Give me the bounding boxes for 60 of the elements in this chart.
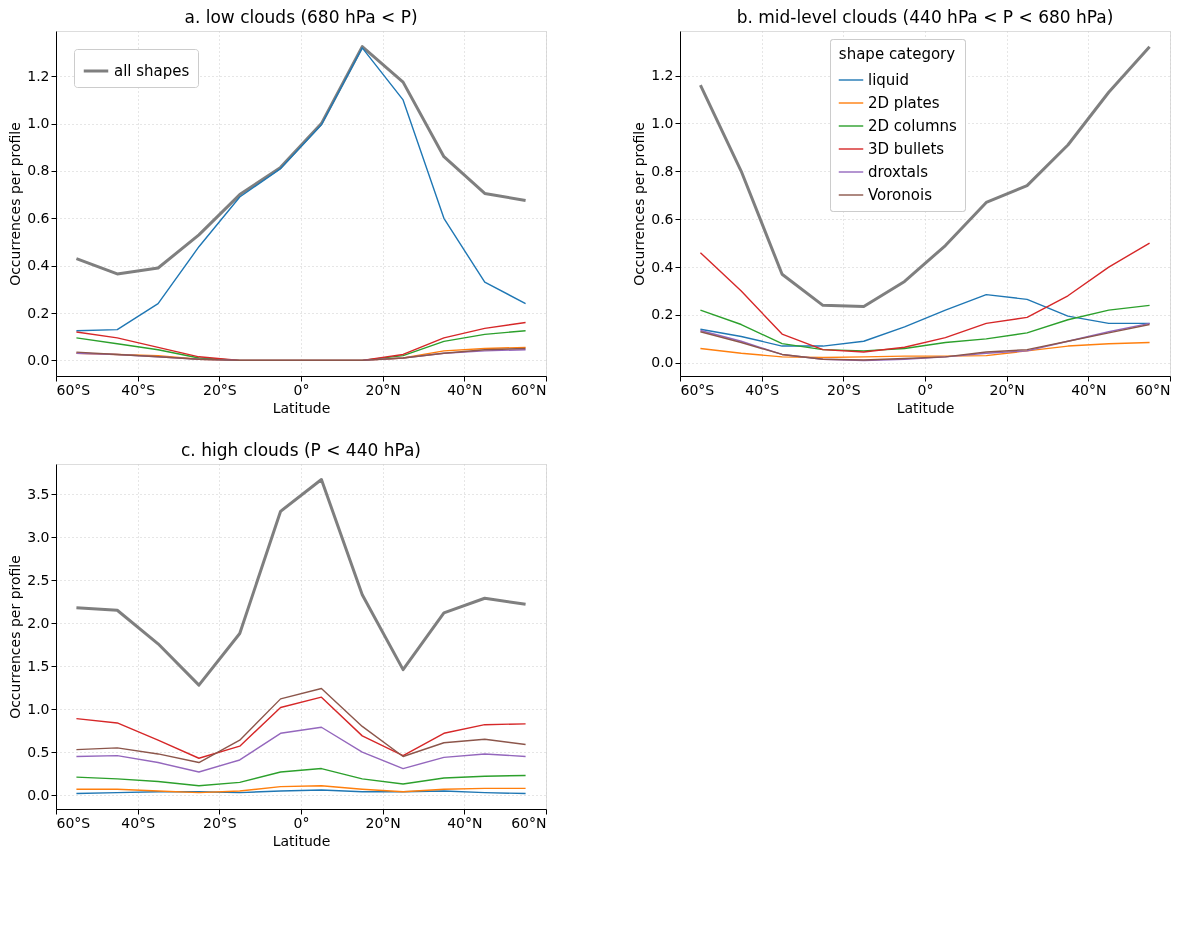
legend-label: droxtals bbox=[868, 163, 929, 181]
legend-label: 2D columns bbox=[868, 117, 958, 135]
x-tick-label: 40°S bbox=[745, 381, 780, 398]
y-tick-label: 3.0 bbox=[27, 528, 50, 545]
y-axis-title: Occurrences per profile bbox=[7, 122, 24, 286]
x-tick-label: 60°N bbox=[1135, 381, 1171, 398]
x-tick-label: 40°N bbox=[447, 381, 483, 398]
x-axis-title: Latitude bbox=[272, 399, 331, 416]
y-tick-label: 1.0 bbox=[27, 115, 50, 132]
y-tick-label: 1.0 bbox=[651, 114, 674, 131]
x-tick-label: 0° bbox=[917, 381, 934, 398]
y-tick-label: 1.5 bbox=[27, 657, 50, 674]
legend-label: all shapes bbox=[114, 62, 190, 80]
x-tick-label: 20°S bbox=[202, 381, 237, 398]
x-axis-title: Latitude bbox=[896, 399, 955, 416]
y-tick-label: 0.6 bbox=[651, 210, 674, 227]
legend-label: liquid bbox=[868, 71, 910, 89]
x-tick-label: 60°S bbox=[56, 381, 91, 398]
y-tick-label: 0.8 bbox=[651, 162, 674, 179]
legend-title: shape category bbox=[838, 45, 956, 63]
legend-label: 3D bullets bbox=[868, 140, 945, 158]
x-tick-label: 20°N bbox=[989, 381, 1025, 398]
y-tick-label: 0.4 bbox=[651, 258, 674, 275]
y-tick-label: 2.0 bbox=[27, 614, 50, 631]
y-axis-title: Occurrences per profile bbox=[7, 555, 24, 719]
y-axis-title: Occurrences per profile bbox=[631, 122, 648, 286]
x-tick-label: 40°S bbox=[121, 381, 156, 398]
x-tick-label: 0° bbox=[293, 814, 310, 831]
x-tick-label: 20°S bbox=[202, 814, 237, 831]
chart-title: a. low clouds (680 hPa < P) bbox=[184, 7, 418, 27]
y-tick-label: 0.0 bbox=[27, 351, 50, 368]
y-tick-label: 0.0 bbox=[27, 786, 50, 803]
x-tick-label: 20°N bbox=[365, 814, 401, 831]
y-tick-label: 2.5 bbox=[27, 571, 50, 588]
y-tick-label: 0.5 bbox=[27, 743, 50, 760]
y-tick-label: 1.0 bbox=[27, 700, 50, 717]
y-tick-label: 0.2 bbox=[27, 304, 50, 321]
y-tick-label: 0.0 bbox=[651, 354, 674, 371]
x-tick-label: 0° bbox=[293, 381, 310, 398]
x-tick-label: 60°N bbox=[511, 814, 547, 831]
y-tick-label: 1.2 bbox=[27, 67, 50, 84]
chart-title: b. mid-level clouds (440 hPa < P < 680 hPa) bbox=[736, 7, 1114, 27]
x-tick-label: 60°S bbox=[56, 814, 91, 831]
x-tick-label: 40°S bbox=[121, 814, 156, 831]
x-tick-label: 60°N bbox=[511, 381, 547, 398]
legend-label: Voronois bbox=[868, 186, 933, 204]
x-axis-title: Latitude bbox=[272, 832, 331, 849]
x-tick-label: 40°N bbox=[447, 814, 483, 831]
x-tick-label: 60°S bbox=[680, 381, 715, 398]
y-tick-label: 0.2 bbox=[651, 306, 674, 323]
x-tick-label: 20°N bbox=[365, 381, 401, 398]
y-tick-label: 3.5 bbox=[27, 485, 50, 502]
x-tick-label: 40°N bbox=[1071, 381, 1107, 398]
y-tick-label: 0.4 bbox=[27, 257, 50, 274]
y-tick-label: 1.2 bbox=[651, 67, 674, 84]
legend-label: 2D plates bbox=[868, 94, 940, 112]
x-tick-label: 20°S bbox=[826, 381, 861, 398]
chart-title: c. high clouds (P < 440 hPa) bbox=[180, 440, 422, 460]
y-tick-label: 0.8 bbox=[27, 162, 50, 179]
y-tick-label: 0.6 bbox=[27, 209, 50, 226]
